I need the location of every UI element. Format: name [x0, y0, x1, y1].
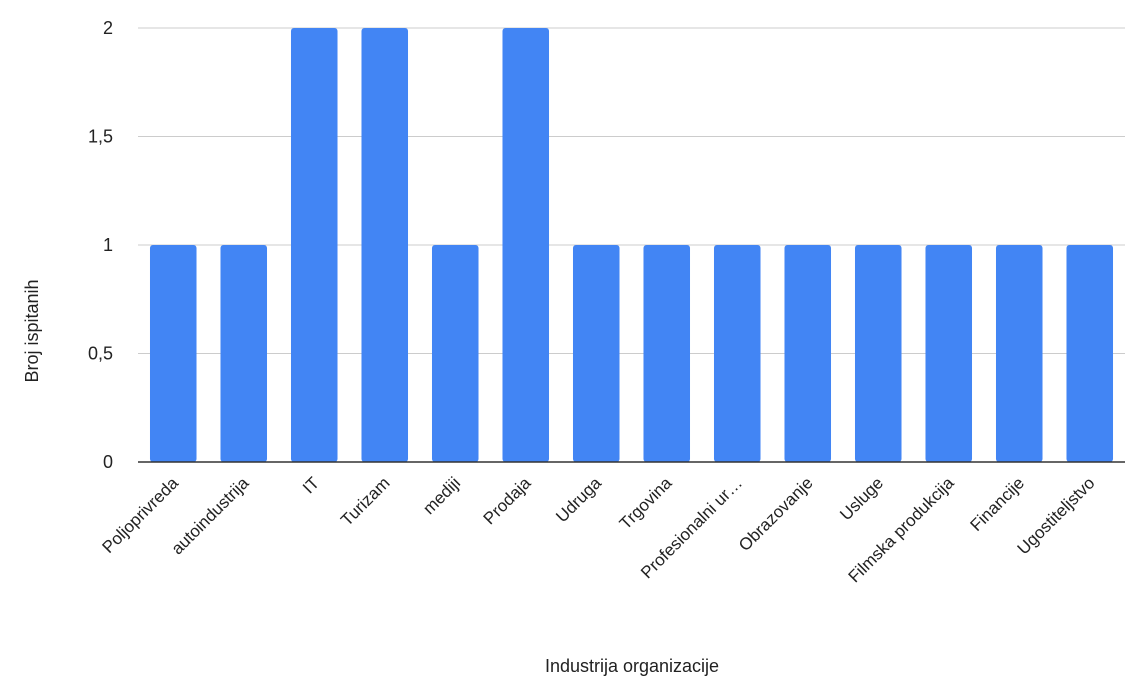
bars [149, 28, 1114, 462]
x-tick-label: Turizam [337, 473, 393, 529]
x-tick-label: Financije [967, 473, 1029, 535]
y-tick-label: 0 [103, 452, 113, 472]
y-tick-label: 1,5 [88, 127, 113, 147]
bar-1 [220, 245, 268, 462]
bar-0 [149, 245, 197, 462]
x-tick-label: Trgovina [616, 473, 676, 533]
bar-3 [361, 28, 409, 462]
bar-10 [854, 245, 902, 462]
bar-5 [502, 28, 550, 462]
x-tick-label: Prodaja [480, 473, 535, 528]
x-axis-title: Industrija organizacije [545, 656, 719, 676]
gridlines [138, 27, 1125, 354]
y-tick-label: 2 [103, 18, 113, 38]
y-axis-title: Broj ispitanih [22, 279, 42, 382]
bar-9 [784, 245, 832, 462]
bar-8 [713, 245, 761, 462]
bar-12 [995, 245, 1043, 462]
x-tick-label: Obrazovanje [735, 473, 817, 555]
bar-13 [1066, 245, 1114, 462]
bar-11 [925, 245, 973, 462]
bar-6 [572, 245, 620, 462]
bar-4 [431, 245, 479, 462]
bar-2 [290, 28, 338, 462]
x-tick-label: Udruga [552, 473, 605, 526]
y-tick-label: 0,5 [88, 344, 113, 364]
bar-7 [643, 245, 691, 462]
x-tick-label: IT [299, 473, 323, 497]
y-tick-label: 1 [103, 235, 113, 255]
x-tick-label: Usluge [836, 473, 887, 524]
x-tick-label: mediji [419, 473, 464, 518]
